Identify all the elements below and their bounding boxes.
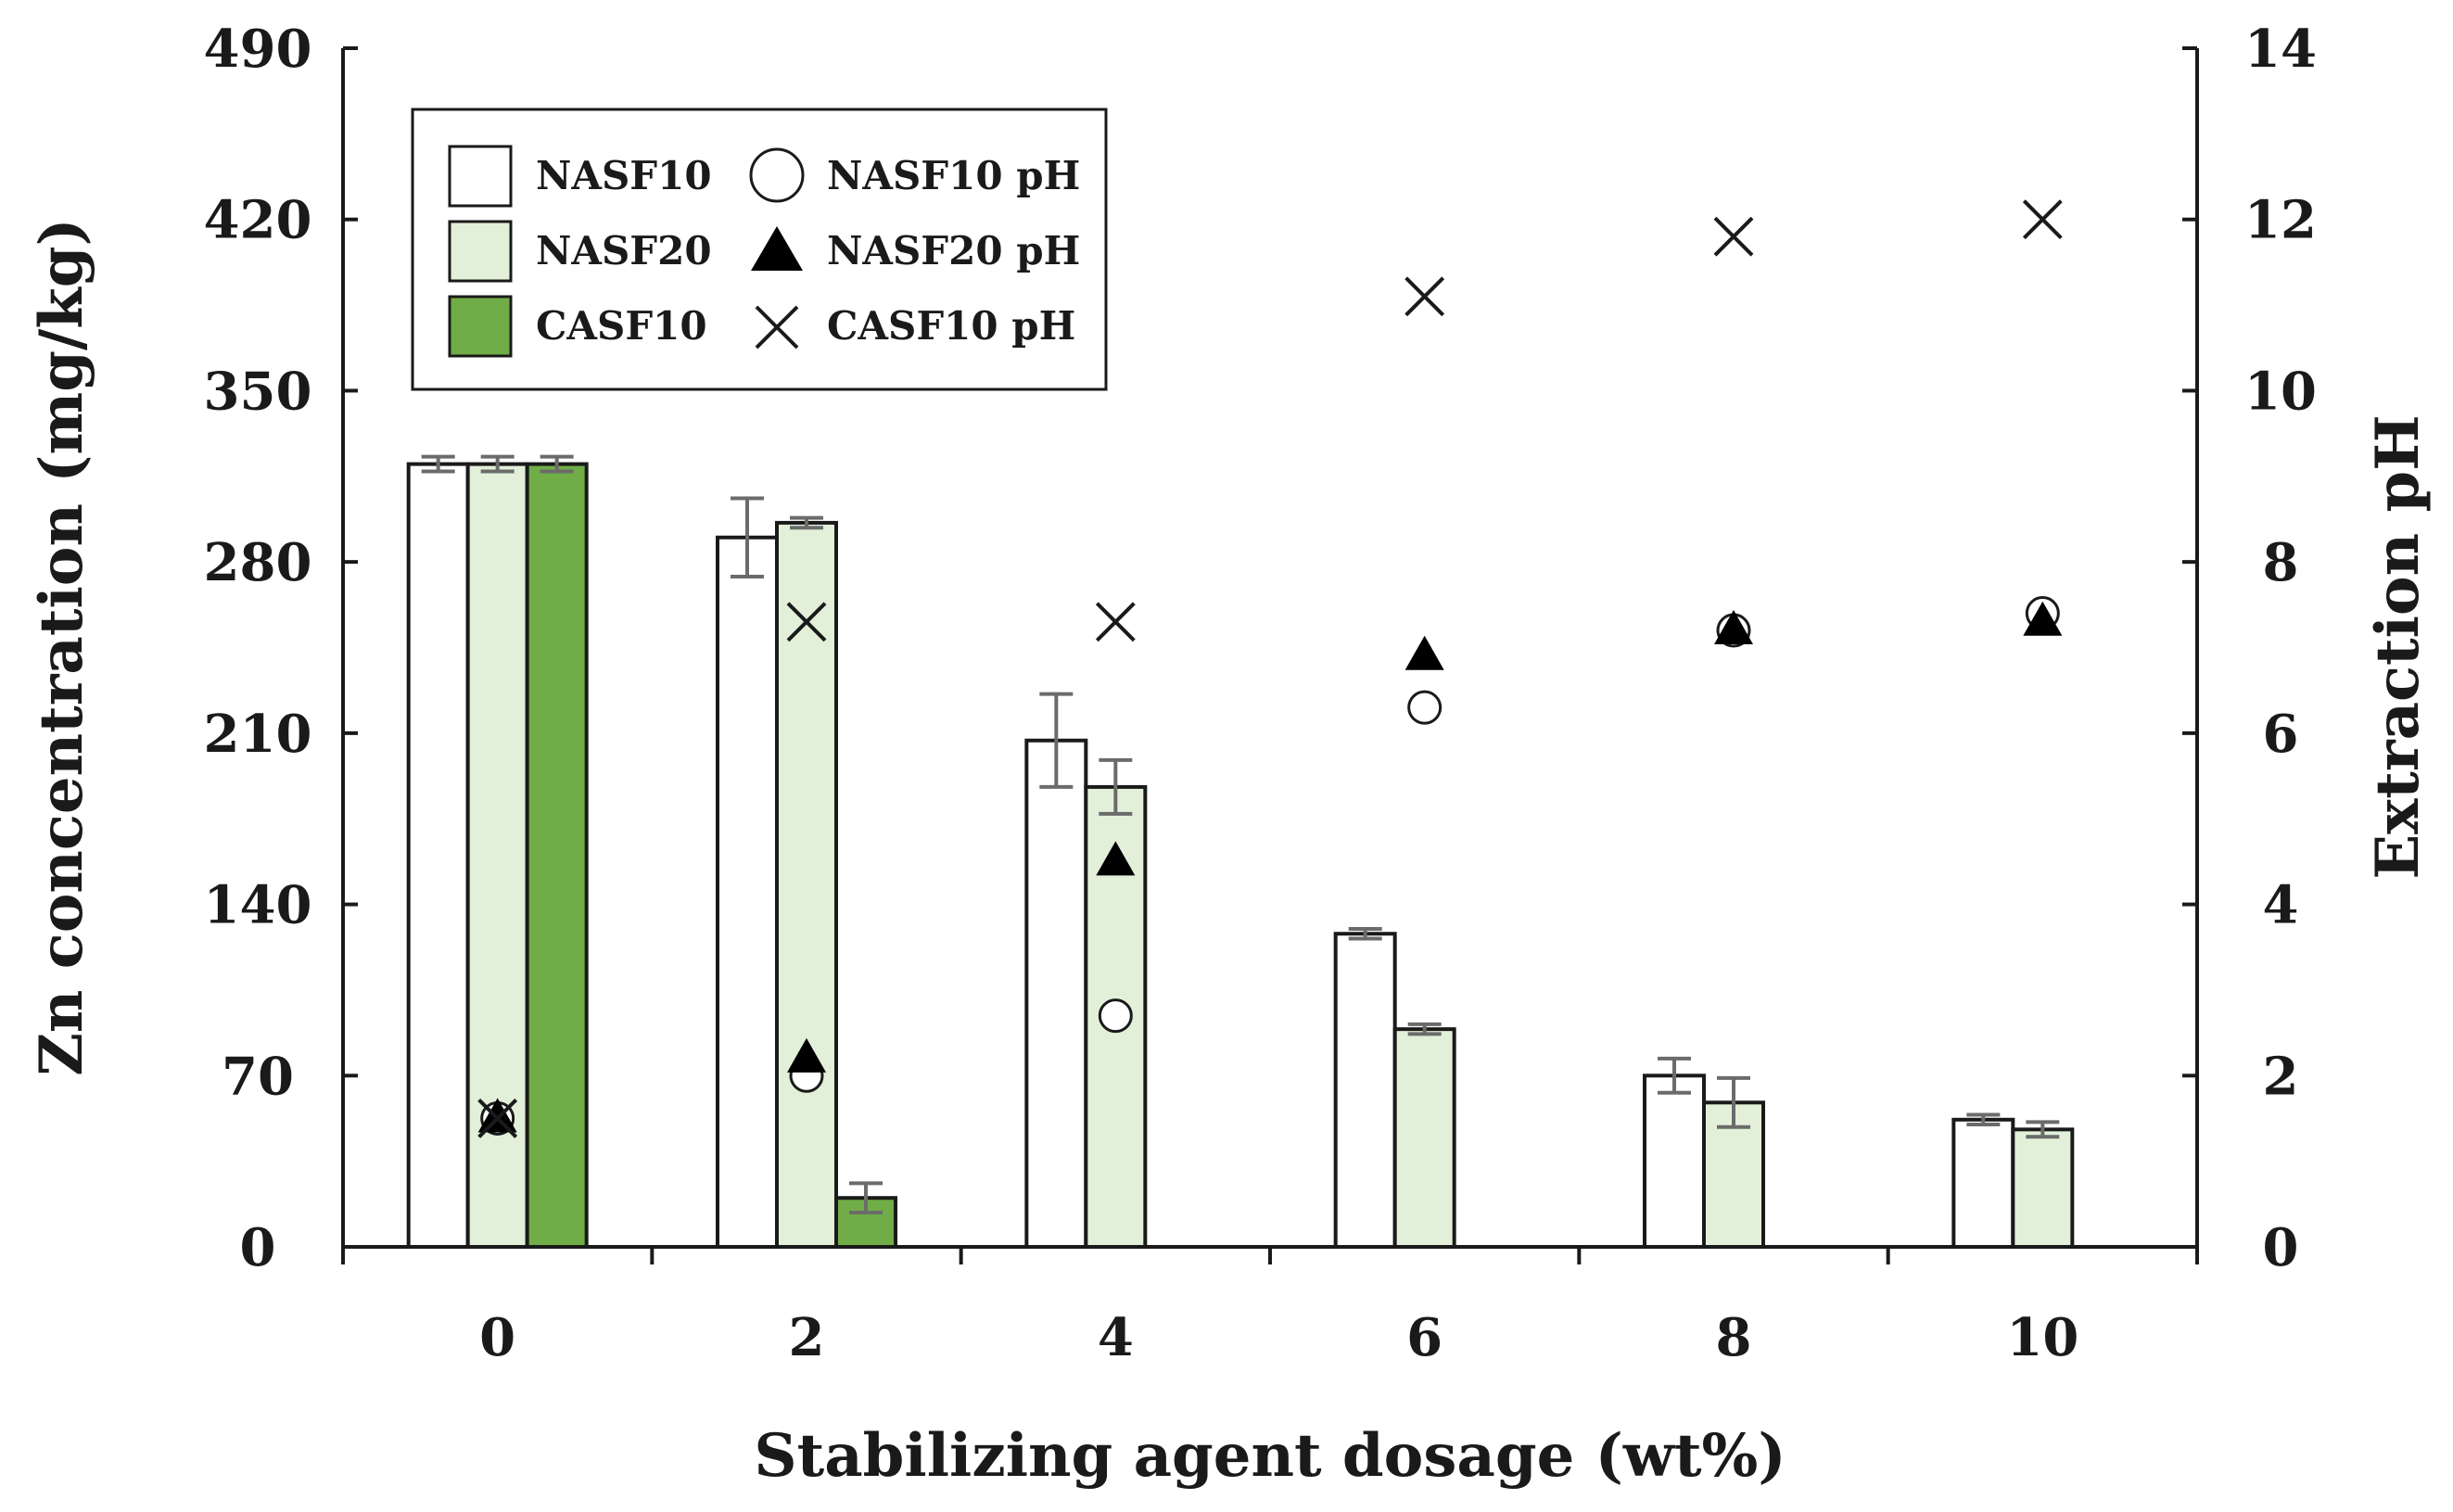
legend-swatch-casf10 (448, 295, 513, 358)
error-bar-nasf20-6 (1407, 1022, 1442, 1036)
marker-casf10-ph-4 (1095, 602, 1136, 642)
legend-marker-casf10-ph (755, 305, 799, 349)
legend-marker-nasf10-ph (749, 147, 805, 203)
bar-nasf20-2 (775, 520, 838, 1249)
legend-swatch-nasf20 (448, 220, 513, 283)
y-tick-label-70: 70 (222, 1046, 294, 1107)
marker-nasf20-ph-0 (477, 1098, 517, 1133)
y2-tick-label-10: 10 (2244, 361, 2317, 422)
marker-nasf10-ph-6 (1407, 690, 1443, 725)
bar-nasf10-10 (1951, 1117, 2015, 1250)
x-tick-label-6: 6 (1406, 1307, 1443, 1368)
bar-nasf10-8 (1643, 1074, 1706, 1250)
y2-tick-label-4: 4 (2263, 875, 2299, 936)
marker-casf10-ph-0 (477, 1099, 518, 1138)
error-bar-nasf10-2 (731, 496, 764, 578)
x-tick-label-4: 4 (1098, 1307, 1134, 1368)
bar-nasf10-6 (1333, 932, 1397, 1250)
marker-nasf20-ph-6 (1404, 635, 1444, 670)
legend-label-casf10: CASF10 (536, 303, 707, 349)
bars-layer (406, 462, 2075, 1250)
legend-label-casf10-ph: CASF10 pH (827, 303, 1075, 349)
marker-nasf10-ph-4 (1098, 998, 1133, 1034)
x-tick-label-8: 8 (1716, 1307, 1752, 1368)
y-tick-label-210: 210 (204, 704, 312, 765)
x-tick-label-10: 10 (2006, 1307, 2078, 1368)
bar-casf10-0 (525, 462, 589, 1249)
y2-tick-label-0: 0 (2263, 1217, 2299, 1278)
error-bar-nasf10-8 (1658, 1056, 1691, 1095)
legend-label-nasf20-ph: NASF20 pH (827, 228, 1080, 273)
error-bar-casf10-2 (849, 1181, 883, 1215)
bar-nasf20-10 (2011, 1127, 2075, 1249)
y2-tick-label-6: 6 (2263, 704, 2299, 765)
y2-tick-label-14: 14 (2244, 19, 2317, 80)
bar-nasf10-4 (1024, 738, 1088, 1249)
bar-casf10-2 (834, 1196, 897, 1249)
error-bar-nasf10-0 (421, 454, 455, 474)
error-bar-nasf10-4 (1039, 692, 1074, 789)
marker-casf10-ph-8 (1713, 216, 1754, 257)
y-tick-label-280: 280 (204, 532, 312, 593)
marker-casf10-ph-6 (1404, 276, 1445, 317)
marker-nasf20-ph-4 (1096, 841, 1136, 876)
error-bar-nasf20-10 (2026, 1120, 2060, 1139)
legend-label-nasf20: NASF20 (536, 228, 712, 273)
legend-label-nasf10: NASF10 (536, 153, 712, 198)
error-bar-nasf10-6 (1348, 926, 1382, 941)
legend-marker-nasf20-ph (751, 226, 803, 271)
y-axis-title: Zn concentration (mg/kg) (27, 218, 96, 1076)
y-tick-label-350: 350 (204, 361, 312, 422)
marker-nasf20-ph-2 (787, 1037, 826, 1073)
bar-nasf10-0 (406, 462, 470, 1249)
bar-nasf10-2 (716, 535, 779, 1249)
bar-nasf20-6 (1392, 1027, 1456, 1249)
error-bar-nasf20-0 (480, 454, 515, 474)
marker-nasf20-ph-8 (1714, 610, 1753, 645)
y2-tick-label-2: 2 (2263, 1046, 2299, 1107)
error-bar-nasf10-10 (1966, 1112, 2001, 1127)
marker-nasf20-ph-10 (2023, 601, 2063, 636)
y-tick-label-140: 140 (204, 875, 312, 936)
marker-casf10-ph-10 (2022, 199, 2063, 240)
error-bar-nasf20-8 (1717, 1075, 1750, 1129)
error-bar-nasf20-2 (790, 515, 823, 530)
x-axis-title: Stabilizing agent dosage (wt%) (754, 1421, 1786, 1491)
error-bars-layer (421, 454, 2060, 1215)
error-bar-nasf20-4 (1099, 757, 1133, 816)
legend-swatch-nasf10 (448, 145, 513, 208)
legend: NASF10 NASF20 CASF10 NASF10 pH NASF20 pH… (411, 108, 1108, 391)
y-tick-label-420: 420 (204, 190, 312, 251)
y2-axis-title: Extraction pH (2363, 414, 2433, 879)
y2-tick-label-12: 12 (2244, 190, 2317, 251)
x-tick-label-0: 0 (479, 1307, 515, 1368)
marker-casf10-ph-2 (786, 602, 827, 642)
x-tick-label-2: 2 (789, 1307, 825, 1368)
error-bar-casf10-0 (540, 454, 574, 474)
ph-markers-layer (477, 199, 2063, 1138)
y-tick-label-0: 0 (240, 1217, 276, 1278)
y-tick-label-490: 490 (204, 19, 312, 80)
y2-tick-label-8: 8 (2263, 532, 2299, 593)
legend-label-nasf10-ph: NASF10 pH (827, 153, 1080, 198)
